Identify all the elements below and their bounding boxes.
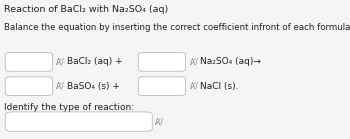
Text: A̸/: A̸/ xyxy=(156,117,164,126)
Text: Identify the type of reaction:: Identify the type of reaction: xyxy=(4,103,134,112)
Text: BaSO₄ (s) +: BaSO₄ (s) + xyxy=(67,82,120,91)
FancyBboxPatch shape xyxy=(5,112,152,131)
FancyBboxPatch shape xyxy=(5,77,52,96)
Text: BaCl₂ (aq) +: BaCl₂ (aq) + xyxy=(67,57,123,66)
FancyBboxPatch shape xyxy=(138,77,186,96)
Text: A̸/: A̸/ xyxy=(57,57,64,66)
Text: Na₂SO₄ (aq)→: Na₂SO₄ (aq)→ xyxy=(200,57,261,66)
Text: A̸/: A̸/ xyxy=(191,82,199,91)
FancyBboxPatch shape xyxy=(138,52,186,71)
FancyBboxPatch shape xyxy=(5,52,52,71)
Text: A̸/: A̸/ xyxy=(191,57,199,66)
Text: NaCl (s).: NaCl (s). xyxy=(200,82,239,91)
Text: Reaction of BaCl₂ with Na₂SO₄ (aq): Reaction of BaCl₂ with Na₂SO₄ (aq) xyxy=(4,5,168,14)
Text: Balance the equation by inserting the correct coefficient infront of each formul: Balance the equation by inserting the co… xyxy=(4,23,350,32)
Text: A̸/: A̸/ xyxy=(57,82,64,91)
